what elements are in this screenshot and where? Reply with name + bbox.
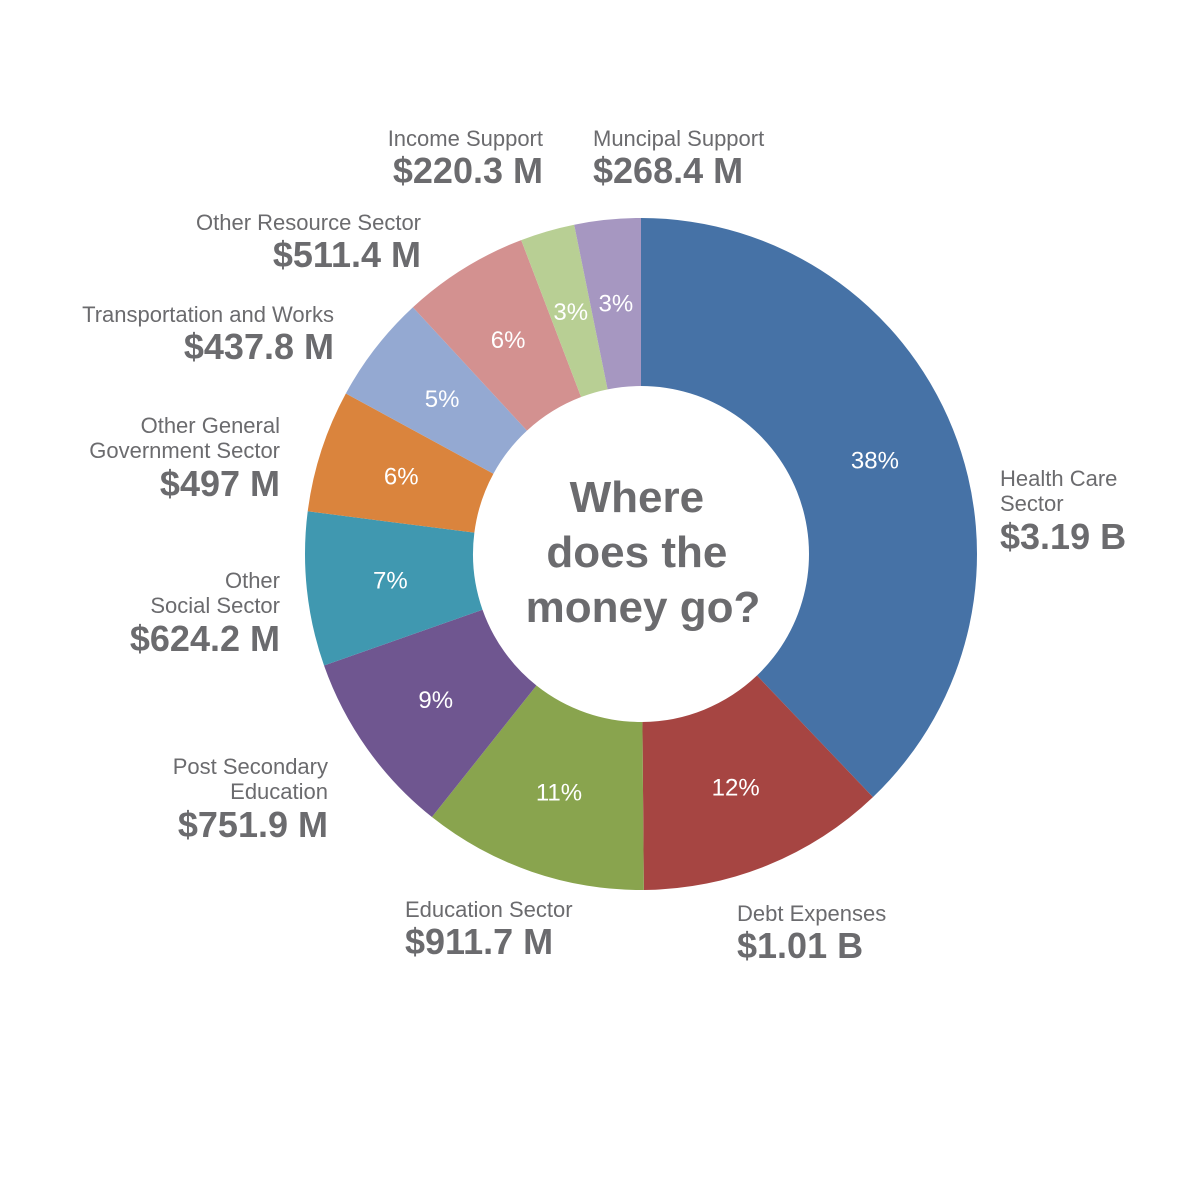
percent-label-other-general-government-sector: 6% (384, 463, 419, 490)
percent-label-transportation-and-works: 5% (425, 386, 460, 413)
callout-name-line: Education (230, 779, 328, 805)
callout-name-line: Debt Expenses (737, 901, 887, 926)
callout-name-line: Health Care (1000, 466, 1118, 491)
percent-label-health-care-sector: 38% (851, 447, 899, 474)
slice-other-resource-sector (412, 240, 582, 431)
slice-education-sector (431, 685, 644, 891)
slice-debt-expenses (642, 675, 873, 890)
percent-label-post-secondary-education: 9% (418, 687, 453, 714)
callout-other-resource: Other Resource Sector $511.4 M (196, 210, 421, 275)
callout-amount: $268.4 M (593, 150, 744, 192)
callout-education-sector: Education Sector $911.7 M (405, 897, 573, 962)
center-title-line-1: Where (570, 473, 704, 522)
callout-name-line: Other General (140, 413, 280, 438)
slice-transportation-and-works (345, 307, 527, 474)
center-title-line-3: money go? (526, 583, 761, 632)
callout-income-support: Income Support $220.3 M (388, 126, 543, 191)
center-title-line-2: does the (546, 528, 727, 577)
percent-label-other-social-sector: 7% (373, 568, 408, 595)
callout-name-line: Other (224, 568, 280, 593)
callout-amount: $3.19 B (1000, 515, 1127, 557)
callout-amount: $497 M (159, 462, 280, 504)
callout-name-line: Social Sector (150, 593, 280, 619)
slice-other-social-sector (304, 511, 483, 666)
callout-transportation: Transportation and Works $437.8 M (82, 302, 334, 367)
center-title: Where does the money go? (526, 473, 761, 632)
percent-label-debt-expenses: 12% (712, 775, 760, 802)
callout-name-line: Other Resource Sector (196, 210, 421, 235)
percent-label-income-support: 3% (553, 299, 588, 326)
callout-post-secondary: Post Secondary Education $751.9 M (173, 754, 328, 844)
slice-muncipal-support (574, 218, 641, 390)
callout-amount: $624.2 M (129, 617, 280, 659)
callout-debt-expenses: Debt Expenses $1.01 B (737, 901, 886, 966)
callout-name-line: Post Secondary (172, 754, 328, 779)
percent-label-education-sector: 11% (536, 779, 582, 806)
callout-name-line: Transportation and Works (82, 302, 334, 327)
percent-label-muncipal-support: 3% (598, 290, 633, 317)
callout-amount: $511.4 M (272, 234, 421, 276)
callout-name-line: Government Sector (89, 438, 280, 464)
callout-name-line: Education Sector (405, 897, 573, 922)
callout-health-care: Health Care Sector $3.19 B (1000, 466, 1126, 556)
callout-name-line: Sector (1000, 491, 1064, 517)
callout-amount: $751.9 M (177, 803, 328, 845)
callout-other-social: Other Social Sector $624.2 M (130, 568, 280, 658)
callout-amount: $220.3 M (392, 150, 543, 192)
callout-amount: $437.8 M (183, 326, 334, 368)
callout-other-general-government: Other General Government Sector $497 M (89, 413, 280, 503)
callout-amount: $911.7 M (405, 921, 554, 963)
percent-label-other-resource-sector: 6% (491, 327, 526, 354)
slice-other-general-government-sector (307, 393, 494, 533)
callout-municipal-support: Muncipal Support $268.4 M (593, 126, 764, 191)
slice-income-support (521, 224, 608, 398)
slice-post-secondary-education (324, 609, 537, 818)
callout-name-line: Muncipal Support (593, 126, 765, 151)
slice-health-care-sector (641, 218, 977, 798)
percent-labels: 38% 12% 11% 9% 7% 6% 5% 6% 3% 3% (373, 290, 899, 806)
callout-name-line: Income Support (387, 126, 543, 151)
callout-amount: $1.01 B (737, 925, 864, 967)
donut-slices (304, 218, 977, 891)
